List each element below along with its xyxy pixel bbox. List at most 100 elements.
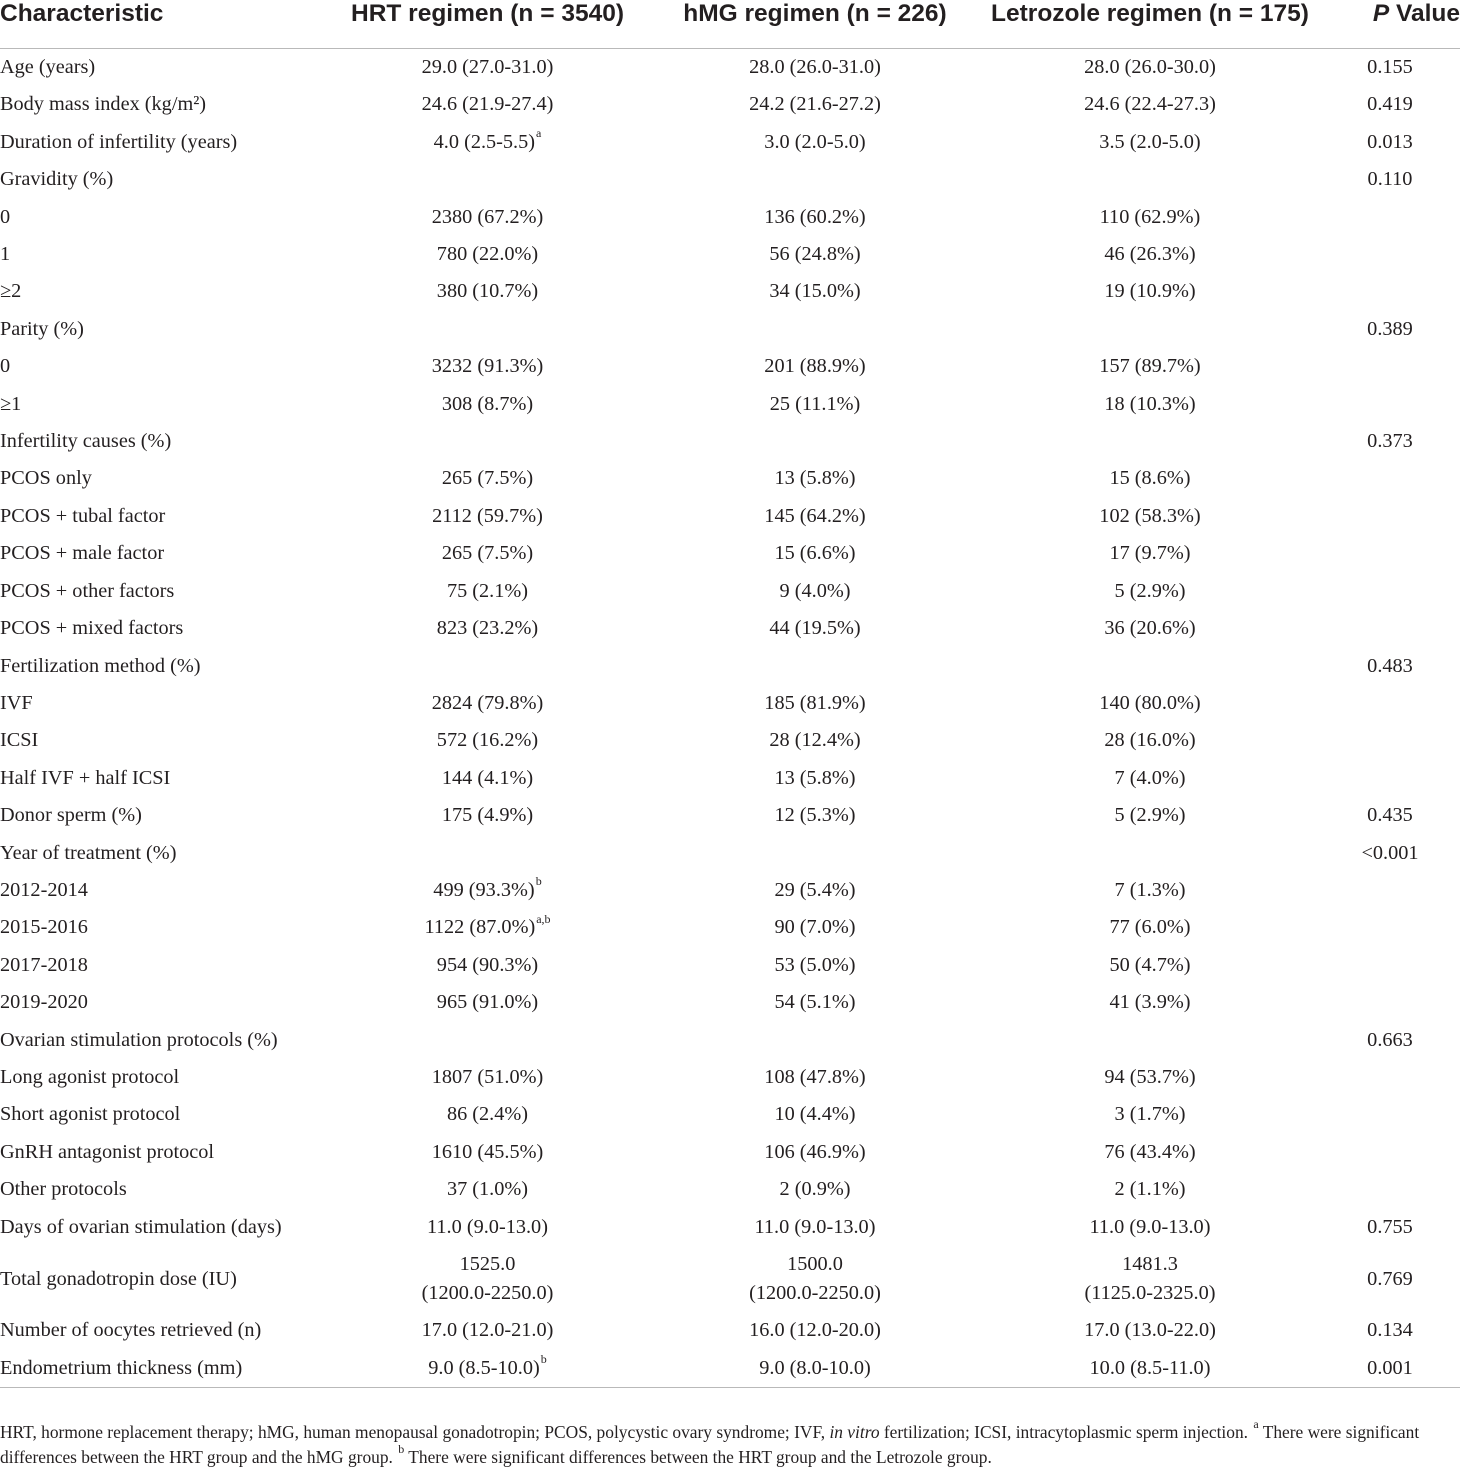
cell-p-value xyxy=(1320,947,1460,984)
table-row: Parity (%) 0.389 xyxy=(0,311,1460,348)
header-row: Characteristic HRT regimen (n = 3540) hM… xyxy=(0,0,1460,49)
cell-p-value xyxy=(1320,685,1460,722)
cell-letrozole: 77 (6.0%) xyxy=(980,909,1320,946)
cell-p-value xyxy=(1320,1134,1460,1171)
cell-characteristic: ICSI xyxy=(0,722,325,759)
cell-hmg-text: 2 (0.9%) xyxy=(779,1178,851,1201)
cell-hrt-text: 265 (7.5%) xyxy=(441,542,534,565)
cell-hrt-text: 1610 (45.5%) xyxy=(431,1140,544,1163)
cell-p-value xyxy=(1320,1059,1460,1096)
table-row: ≥2 380 (10.7%) 34 (15.0%) 19 (10.9%) xyxy=(0,273,1460,310)
cell-characteristic: Year of treatment (%) xyxy=(0,835,325,872)
cell-characteristic-text: ≥2 xyxy=(0,280,22,303)
baseline-characteristics-table: Characteristic HRT regimen (n = 3540) hM… xyxy=(0,0,1460,1389)
cell-characteristic-text: 0 xyxy=(0,355,11,378)
table-row: PCOS + tubal factor 2112 (59.7%) 145 (64.2… xyxy=(0,498,1460,535)
cell-characteristic: Body mass index (kg/m²) xyxy=(0,86,325,123)
cell-letrozole-text: 41 (3.9%) xyxy=(1109,991,1191,1014)
cell-letrozole-text: 17 (9.7%) xyxy=(1109,542,1191,565)
table-row: Days of ovarian stimulation (days) 11.0 (… xyxy=(0,1209,1460,1246)
cell-p-value: 0.419 xyxy=(1320,86,1460,123)
cell-characteristic: 2019-2020 xyxy=(0,984,325,1021)
cell-hmg-text: 44 (19.5%) xyxy=(769,617,861,640)
cell-hrt: 9.0 (8.5-10.0)b xyxy=(325,1349,650,1389)
cell-letrozole-text: 15 (8.6%) xyxy=(1109,467,1191,490)
cell-letrozole: 140 (80.0%) xyxy=(980,685,1320,722)
table-row: Total gonadotropin dose (IU) 1525.0 (1200.… xyxy=(0,1246,1460,1312)
cell-characteristic: 2012-2014 xyxy=(0,872,325,909)
table-footnote: HRT, hormone replacement therapy; hMG, h… xyxy=(0,1418,1460,1470)
cell-characteristic: PCOS + male factor xyxy=(0,535,325,572)
cell-letrozole: 46 (26.3%) xyxy=(980,236,1320,273)
cell-characteristic-text: Gravidity (%) xyxy=(0,168,114,191)
cell-hrt-text: 1807 (51.0%) xyxy=(431,1065,544,1088)
cell-hrt: 2112 (59.7%) xyxy=(325,498,650,535)
cell-hrt xyxy=(325,648,650,685)
cell-p-value-text: 0.663 xyxy=(1367,1028,1413,1051)
cell-hmg: 44 (19.5%) xyxy=(650,610,980,647)
cell-letrozole-text: 28.0 (26.0-30.0) xyxy=(1084,56,1216,78)
cell-letrozole: 110 (62.9%) xyxy=(980,199,1320,236)
cell-p-value: 0.483 xyxy=(1320,648,1460,685)
cell-characteristic-text: PCOS only xyxy=(0,467,92,490)
cell-footnote-marker: b xyxy=(535,874,542,889)
table-row: Other protocols 37 (1.0%) 2 (0.9%) 2 (1.1%) xyxy=(0,1171,1460,1208)
cell-letrozole: 76 (43.4%) xyxy=(980,1134,1320,1171)
cell-hrt: 499 (93.3%)b xyxy=(325,872,650,909)
table-row: PCOS + male factor 265 (7.5%) 15 (6.6%) 17 … xyxy=(0,535,1460,572)
cell-hrt: 11.0 (9.0-13.0) xyxy=(325,1209,650,1246)
cell-characteristic-text: Parity (%) xyxy=(0,317,84,340)
cell-letrozole-text: 18 (10.3%) xyxy=(1104,392,1196,415)
table-row: Year of treatment (%) <0.001 xyxy=(0,835,1460,872)
cell-hrt: 954 (90.3%) xyxy=(325,947,650,984)
cell-hmg xyxy=(650,161,980,198)
cell-letrozole: 5 (2.9%) xyxy=(980,797,1320,834)
cell-letrozole: 41 (3.9%) xyxy=(980,984,1320,1021)
cell-hmg: 201 (88.9%) xyxy=(650,348,980,385)
cell-characteristic: PCOS only xyxy=(0,460,325,497)
cell-hmg: 13 (5.8%) xyxy=(650,460,980,497)
cell-hmg: 185 (81.9%) xyxy=(650,685,980,722)
cell-characteristic: 2017-2018 xyxy=(0,947,325,984)
cell-p-value: 0.389 xyxy=(1320,311,1460,348)
cell-characteristic: Fertilization method (%) xyxy=(0,648,325,685)
cell-hrt-text: 86 (2.4%) xyxy=(446,1103,529,1126)
cell-hmg-text: 13 (5.8%) xyxy=(774,766,856,789)
cell-hmg-text: 108 (47.8%) xyxy=(764,1065,866,1088)
cell-hmg: 3.0 (2.0-5.0) xyxy=(650,124,980,161)
cell-characteristic: PCOS + other factors xyxy=(0,573,325,610)
cell-characteristic: GnRH antagonist protocol xyxy=(0,1134,325,1171)
header-p-italic: P xyxy=(1372,0,1390,27)
cell-letrozole: 36 (20.6%) xyxy=(980,610,1320,647)
cell-letrozole: 3.5 (2.0-5.0) xyxy=(980,124,1320,161)
table-row: 0 2380 (67.2%) 136 (60.2%) 110 (62.9%) xyxy=(0,199,1460,236)
table-row: Half IVF + half ICSI 144 (4.1%) 13 (5.8%) 7… xyxy=(0,760,1460,797)
table-row: GnRH antagonist protocol 1610 (45.5%) 106 … xyxy=(0,1134,1460,1171)
cell-letrozole-text: 3.5 (2.0-5.0) xyxy=(1099,130,1201,153)
cell-letrozole: 94 (53.7%) xyxy=(980,1059,1320,1096)
cell-p-value xyxy=(1320,872,1460,909)
cell-hmg-text: 9.0 (8.0-10.0) xyxy=(759,1356,871,1379)
cell-letrozole: 1481.3 (1125.0-2325.0) xyxy=(980,1246,1320,1312)
cell-letrozole-text: 24.6 (22.4-27.3) xyxy=(1084,93,1216,116)
cell-p-value xyxy=(1320,273,1460,310)
cell-letrozole: 24.6 (22.4-27.3) xyxy=(980,86,1320,123)
cell-hmg: 29 (5.4%) xyxy=(650,872,980,909)
cell-hmg: 2 (0.9%) xyxy=(650,1171,980,1208)
cell-hrt-text: 2112 (59.7%) xyxy=(432,504,543,527)
cell-hrt xyxy=(325,835,650,872)
cell-letrozole-text: 94 (53.7%) xyxy=(1104,1065,1196,1088)
cell-footnote-marker: a,b xyxy=(536,911,551,926)
cell-letrozole xyxy=(980,311,1320,348)
cell-characteristic: 1 xyxy=(0,236,325,273)
cell-letrozole-line2: (1125.0-2325.0) xyxy=(1084,1282,1216,1304)
cell-characteristic: Infertility causes (%) xyxy=(0,423,325,460)
cell-hmg-text: 54 (5.1%) xyxy=(774,991,856,1014)
cell-hmg: 9.0 (8.0-10.0) xyxy=(650,1349,980,1389)
cell-hmg: 13 (5.8%) xyxy=(650,760,980,797)
table-row: PCOS + other factors 75 (2.1%) 9 (4.0%) 5 (… xyxy=(0,573,1460,610)
cell-hrt: 17.0 (12.0-21.0) xyxy=(325,1312,650,1349)
cell-p-value: 0.769 xyxy=(1320,1246,1460,1312)
cell-hrt-text: 11.0 (9.0-13.0) xyxy=(427,1215,548,1238)
cell-characteristic-text: Endometrium thickness (mm) xyxy=(0,1356,243,1379)
